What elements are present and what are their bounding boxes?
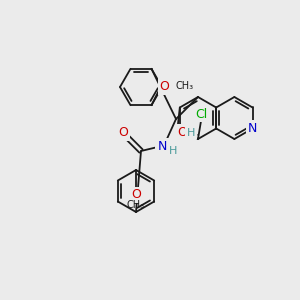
Text: CH₃: CH₃	[127, 200, 145, 210]
Text: N: N	[157, 140, 167, 152]
Text: Cl: Cl	[195, 107, 207, 121]
Text: O: O	[160, 80, 170, 93]
Text: O: O	[118, 127, 128, 140]
Text: H: H	[187, 128, 195, 137]
Text: O: O	[131, 188, 141, 202]
Text: H: H	[169, 146, 177, 156]
Text: CH₃: CH₃	[176, 81, 194, 91]
Text: N: N	[248, 122, 257, 135]
Text: O: O	[177, 126, 187, 139]
